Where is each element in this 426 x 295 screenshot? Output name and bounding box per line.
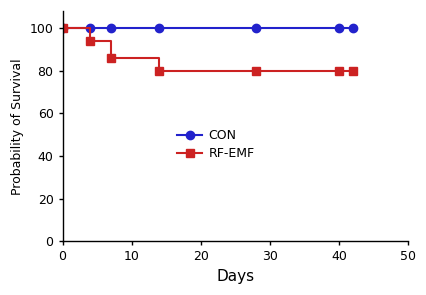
Y-axis label: Probability of Survival: Probability of Survival xyxy=(11,58,24,194)
X-axis label: Days: Days xyxy=(216,269,254,284)
Legend: CON, RF-EMF: CON, RF-EMF xyxy=(172,124,259,165)
